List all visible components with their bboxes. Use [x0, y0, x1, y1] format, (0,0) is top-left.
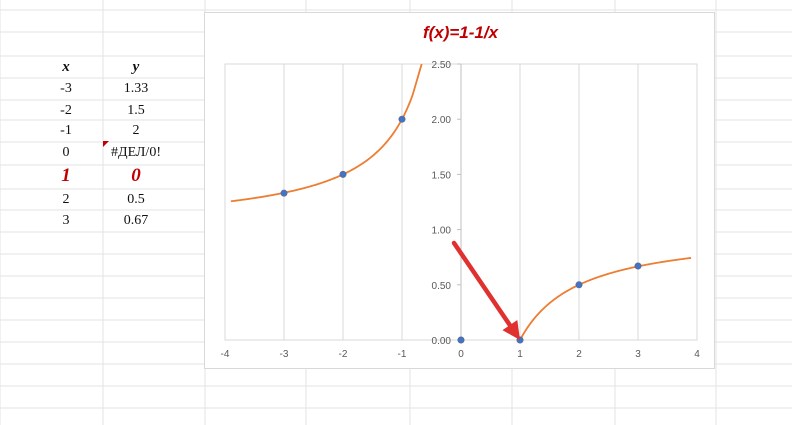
cell-y-highlight[interactable]: 0 — [131, 165, 141, 186]
cell-x-highlight[interactable]: 1 — [61, 165, 71, 186]
data-point — [634, 262, 642, 270]
y-tick-label: 1.50 — [432, 170, 452, 181]
header-x[interactable]: x — [62, 59, 70, 75]
x-tick-label: -4 — [221, 349, 230, 360]
data-point — [398, 115, 406, 123]
y-tick-label: 1.00 — [432, 226, 452, 237]
cell-y-error[interactable]: #ДЕЛ/0! — [111, 145, 161, 160]
y-tick-label: 2.50 — [432, 60, 452, 71]
arrow-shaft — [451, 240, 513, 328]
cell-x[interactable]: 3 — [62, 213, 70, 228]
x-tick-label: -1 — [398, 349, 407, 360]
x-tick-label: 3 — [635, 349, 641, 360]
y-tick-label: 0.50 — [432, 281, 452, 292]
chart-title: f(x)=1-1/x — [422, 23, 499, 42]
cell-y[interactable]: 1.33 — [123, 81, 149, 96]
cell-y[interactable]: 2 — [132, 123, 140, 138]
error-indicator-icon — [103, 141, 109, 147]
x-tick-label: 0 — [458, 349, 464, 360]
cell-y[interactable]: 1.5 — [127, 103, 145, 118]
arrow-head-icon — [502, 320, 520, 340]
chart-plot: 0.00 0.50 1.00 1.50 2.00 2.50 -4 -3 -2 -1 0 1 2 3 4 — [221, 60, 701, 360]
cell-x[interactable]: -1 — [60, 123, 72, 138]
cell-x[interactable]: -2 — [60, 103, 72, 118]
x-tick-label: -3 — [280, 349, 289, 360]
header-y[interactable]: y — [132, 59, 140, 75]
x-tick-label: 4 — [694, 349, 700, 360]
data-point — [280, 189, 288, 197]
curve-left-branch — [230, 63, 423, 203]
chart-container[interactable]: f(x)=1-1/x 0.00 0.50 1.00 1.50 2.00 2.50 -4 -3 -… — [204, 12, 715, 369]
x-tick-label: -2 — [339, 349, 348, 360]
cell-y[interactable]: 0.5 — [127, 192, 145, 207]
data-point — [575, 281, 583, 289]
y-tick-label: 2.00 — [432, 115, 452, 126]
cell-x[interactable]: 2 — [62, 192, 70, 207]
data-point — [339, 170, 347, 178]
x-tick-label: 2 — [576, 349, 582, 360]
cell-y[interactable]: 0.67 — [123, 213, 149, 228]
data-point — [457, 336, 465, 344]
cell-x[interactable]: -3 — [60, 81, 72, 96]
x-tick-label: 1 — [517, 349, 523, 360]
y-tick-label: 0.00 — [432, 336, 452, 347]
curve-right-branch — [519, 257, 692, 341]
cell-x[interactable]: 0 — [62, 145, 70, 160]
